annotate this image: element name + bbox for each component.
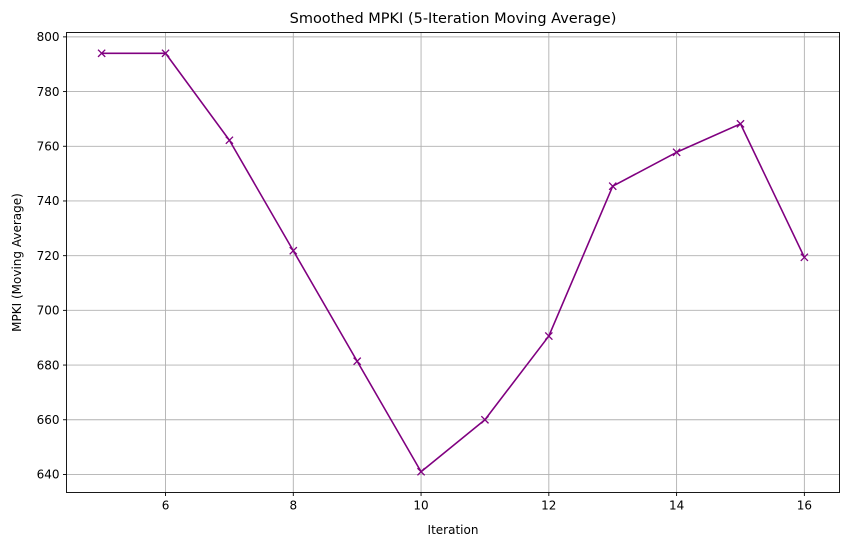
x-tick-label: 16 (797, 499, 812, 513)
x-axis-label: Iteration (428, 523, 479, 537)
y-tick-label: 760 (37, 139, 60, 153)
chart-title: Smoothed MPKI (5-Iteration Moving Averag… (290, 11, 617, 27)
axis-ticks: 6 8 10 12 14 16 640 660 680 700 720 740 760 780 800 (37, 30, 812, 512)
series-line-0 (100, 52, 806, 473)
y-tick-label: 800 (37, 30, 60, 44)
data-point-marker (416, 467, 426, 476)
y-tick-label: 780 (37, 85, 60, 99)
data-point-marker (480, 415, 490, 424)
x-tick-label: 12 (541, 499, 556, 513)
data-point-marker (544, 332, 553, 341)
data-point-marker (289, 246, 298, 255)
y-tick-label: 740 (37, 194, 60, 208)
data-point-marker (736, 119, 745, 128)
grid (66, 32, 840, 493)
series-layer (97, 49, 809, 476)
data-point-marker (800, 253, 809, 262)
plot-frame (66, 32, 840, 493)
x-tick-label: 6 (162, 499, 170, 513)
x-tick-label: 8 (289, 499, 297, 513)
y-tick-label: 640 (37, 468, 60, 482)
x-tick-label: 10 (413, 499, 428, 513)
y-axis-label: MPKI (Moving Average) (10, 193, 24, 332)
y-tick-label: 700 (37, 304, 60, 318)
data-point-marker (97, 49, 106, 58)
y-tick-label: 660 (37, 413, 60, 427)
data-point-marker (353, 357, 362, 366)
y-tick-label: 680 (37, 358, 60, 372)
data-point-marker (672, 148, 681, 157)
x-tick-label: 14 (669, 499, 684, 513)
data-point-marker (608, 182, 617, 191)
data-point-marker (161, 49, 170, 58)
y-tick-label: 720 (37, 249, 60, 263)
data-point-marker (225, 136, 234, 145)
